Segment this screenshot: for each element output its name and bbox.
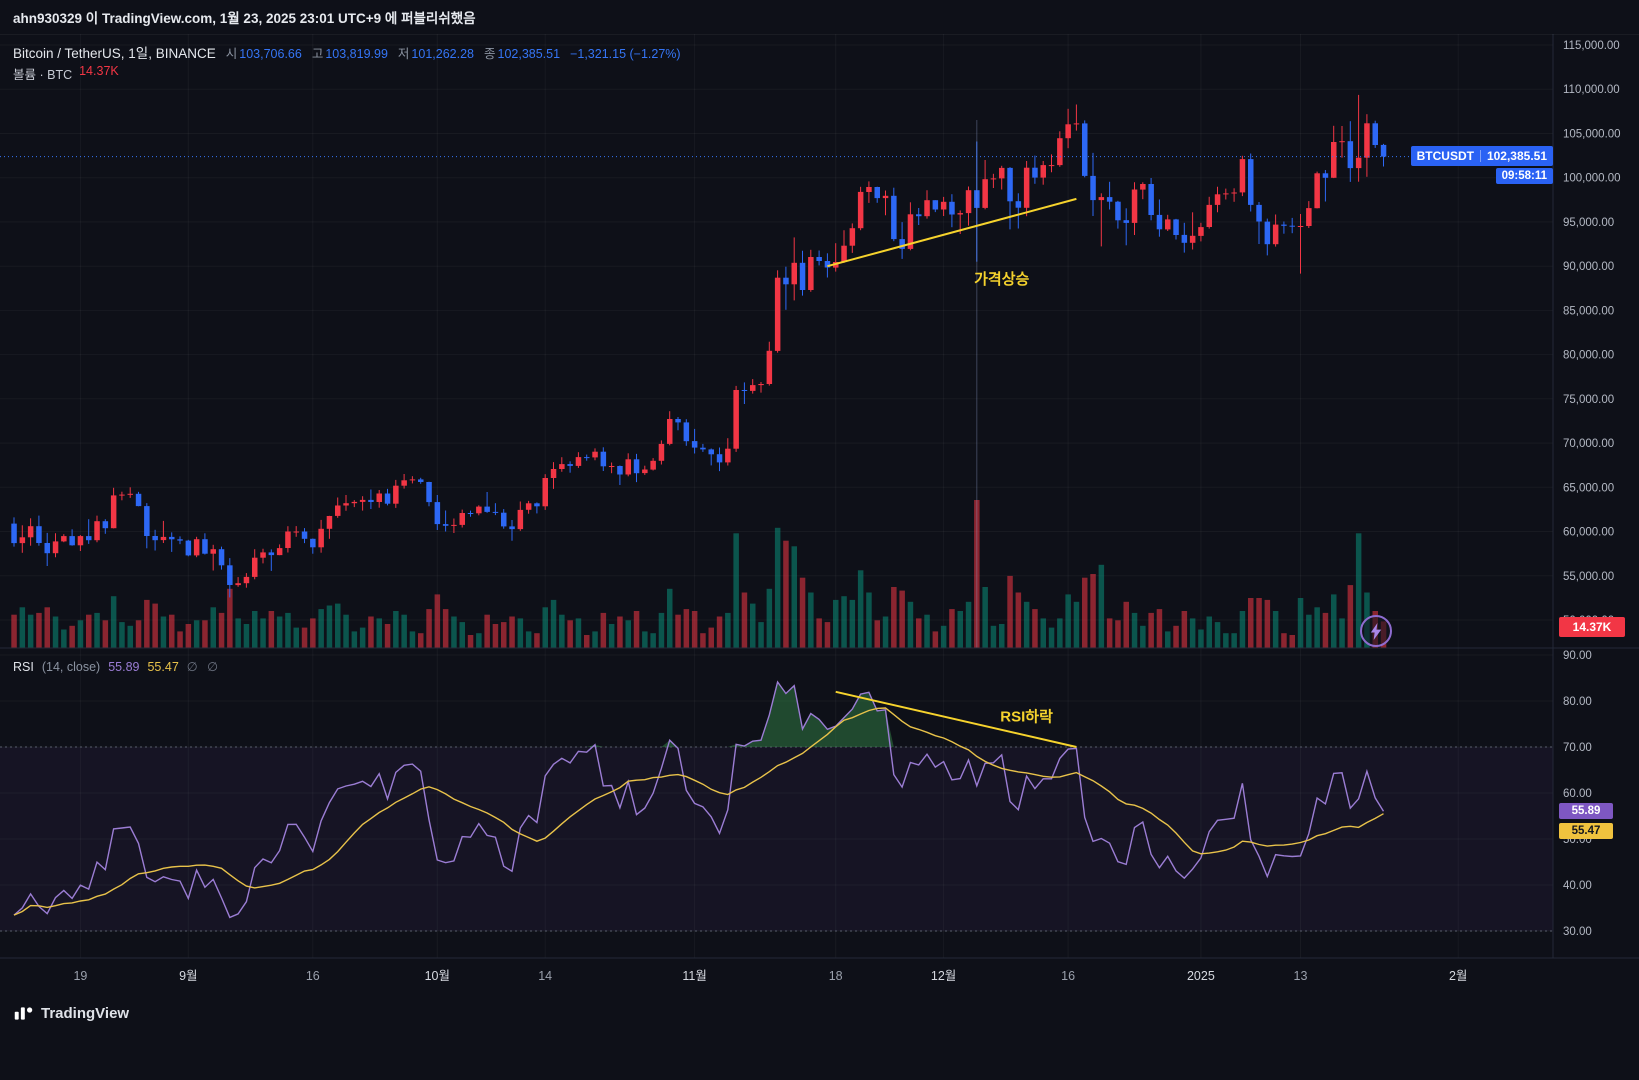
price-trendline-label: 가격상승 <box>974 270 1029 288</box>
svg-text:75,000.00: 75,000.00 <box>1563 394 1614 406</box>
svg-text:2월: 2월 <box>1449 969 1467 983</box>
rsi-title: RSI <box>13 660 34 674</box>
symbol-legend: Bitcoin / TetherUS, 1일, BINANCE 시 103,70… <box>13 42 681 62</box>
svg-text:60.00: 60.00 <box>1563 788 1592 800</box>
svg-text:105,000.00: 105,000.00 <box>1563 129 1621 141</box>
svg-text:13: 13 <box>1294 969 1308 983</box>
svg-text:19: 19 <box>73 969 87 983</box>
svg-text:2025: 2025 <box>1187 969 1215 983</box>
svg-text:16: 16 <box>1061 969 1075 983</box>
open-label: 시 <box>225 47 238 61</box>
badge-price: 102,385.51 <box>1486 149 1547 163</box>
svg-text:80,000.00: 80,000.00 <box>1563 350 1614 362</box>
ohlc-low: 저 101,262.28 <box>398 43 474 62</box>
svg-text:12월: 12월 <box>931 969 956 983</box>
price-change: −1,321.15 (−1.27%) <box>570 47 681 61</box>
rsi-trendline <box>835 690 1077 748</box>
rsi-ma-line <box>13 707 1384 916</box>
low-label: 저 <box>397 47 410 61</box>
rsi-band <box>0 747 1553 931</box>
svg-text:90,000.00: 90,000.00 <box>1563 261 1614 273</box>
low-value: 101,262.28 <box>411 47 474 61</box>
svg-text:30.00: 30.00 <box>1563 926 1592 938</box>
badge-divider <box>1479 150 1481 162</box>
close-value: 102,385.51 <box>497 47 561 61</box>
rsi-ma-badge: 55.47 <box>1559 823 1613 839</box>
publish-header: ahn930329 이 TradingView.com, 1월 23, 2025… <box>0 0 1639 35</box>
svg-text:16: 16 <box>306 969 320 983</box>
rsi-params: (14, close) <box>41 660 101 674</box>
last-price-badge: BTCUSDT 102,385.51 09:58:11 <box>1410 146 1553 184</box>
rsi-overbought-fill <box>14 682 1384 747</box>
svg-text:85,000.00: 85,000.00 <box>1563 305 1614 317</box>
rsi-trendline-label: RSI하락 <box>1000 708 1053 726</box>
svg-text:65,000.00: 65,000.00 <box>1563 482 1614 494</box>
svg-text:100,000.00: 100,000.00 <box>1563 173 1621 185</box>
svg-text:11월: 11월 <box>682 969 706 983</box>
svg-text:14: 14 <box>538 969 552 983</box>
volume-value: 14.37K <box>79 64 119 78</box>
svg-text:55,000.00: 55,000.00 <box>1563 571 1614 583</box>
symbol-title[interactable]: Bitcoin / TetherUS, 1일, BINANCE <box>13 46 216 61</box>
svg-text:110,000.00: 110,000.00 <box>1563 84 1620 96</box>
ohlc-close: 종 102,385.51 <box>484 43 560 62</box>
last-price-row: BTCUSDT 102,385.51 <box>1410 146 1553 166</box>
tradingview-logo-icon <box>14 1007 33 1020</box>
candles <box>11 94 1387 598</box>
volume-label: 볼륨 · BTC <box>13 68 73 82</box>
volume-badge: 14.37K <box>1559 617 1625 637</box>
svg-text:70.00: 70.00 <box>1563 742 1592 754</box>
svg-text:95,000.00: 95,000.00 <box>1563 217 1614 229</box>
rsi-legend: RSI (14, close) 55.89 55.47 ∅ ∅ <box>13 659 221 674</box>
rsi-hidden-plot-icons[interactable]: ∅ ∅ <box>186 660 222 674</box>
tradingview-logo[interactable]: TradingView <box>13 1003 129 1024</box>
svg-text:90.00: 90.00 <box>1563 650 1592 662</box>
svg-text:115,000.00: 115,000.00 <box>1563 40 1620 52</box>
volume-bars <box>11 500 1387 649</box>
footer-bar: TradingView <box>0 990 1639 1080</box>
rsi-value: 55.89 <box>108 660 140 674</box>
svg-text:60,000.00: 60,000.00 <box>1563 527 1614 539</box>
rsi-line <box>13 680 1385 919</box>
time-axis-labels: 19 9월 16 10월 14 11월 18 12월 16 2025 13 2월 <box>73 969 1467 983</box>
price-trendline <box>827 197 1077 268</box>
tradingview-wordmark: TradingView <box>41 1005 130 1022</box>
svg-text:70,000.00: 70,000.00 <box>1563 438 1614 450</box>
close-label: 종 <box>483 47 496 61</box>
boost-button[interactable] <box>1360 615 1392 647</box>
svg-text:40.00: 40.00 <box>1563 880 1592 892</box>
high-value: 103,819.99 <box>325 47 388 61</box>
svg-text:9월: 9월 <box>179 969 197 983</box>
high-label: 고 <box>311 47 324 61</box>
ohlc-open: 시 103,706.66 <box>226 43 302 62</box>
badge-symbol: BTCUSDT <box>1416 149 1474 163</box>
svg-text:18: 18 <box>829 969 843 983</box>
svg-text:10월: 10월 <box>425 969 450 983</box>
rsi-ma-value: 55.47 <box>147 660 179 674</box>
volume-legend: 볼륨 · BTC 14.37K <box>13 64 119 83</box>
ohlc-high: 고 103,819.99 <box>312 43 388 62</box>
lightning-icon <box>1370 622 1381 640</box>
bar-countdown: 09:58:11 <box>1495 168 1553 184</box>
rsi-value-badge: 55.89 <box>1559 803 1613 819</box>
open-value: 103,706.66 <box>239 47 302 61</box>
svg-text:80.00: 80.00 <box>1563 696 1592 708</box>
publish-caption: ahn930329 이 TradingView.com, 1월 23, 2025… <box>13 11 476 26</box>
